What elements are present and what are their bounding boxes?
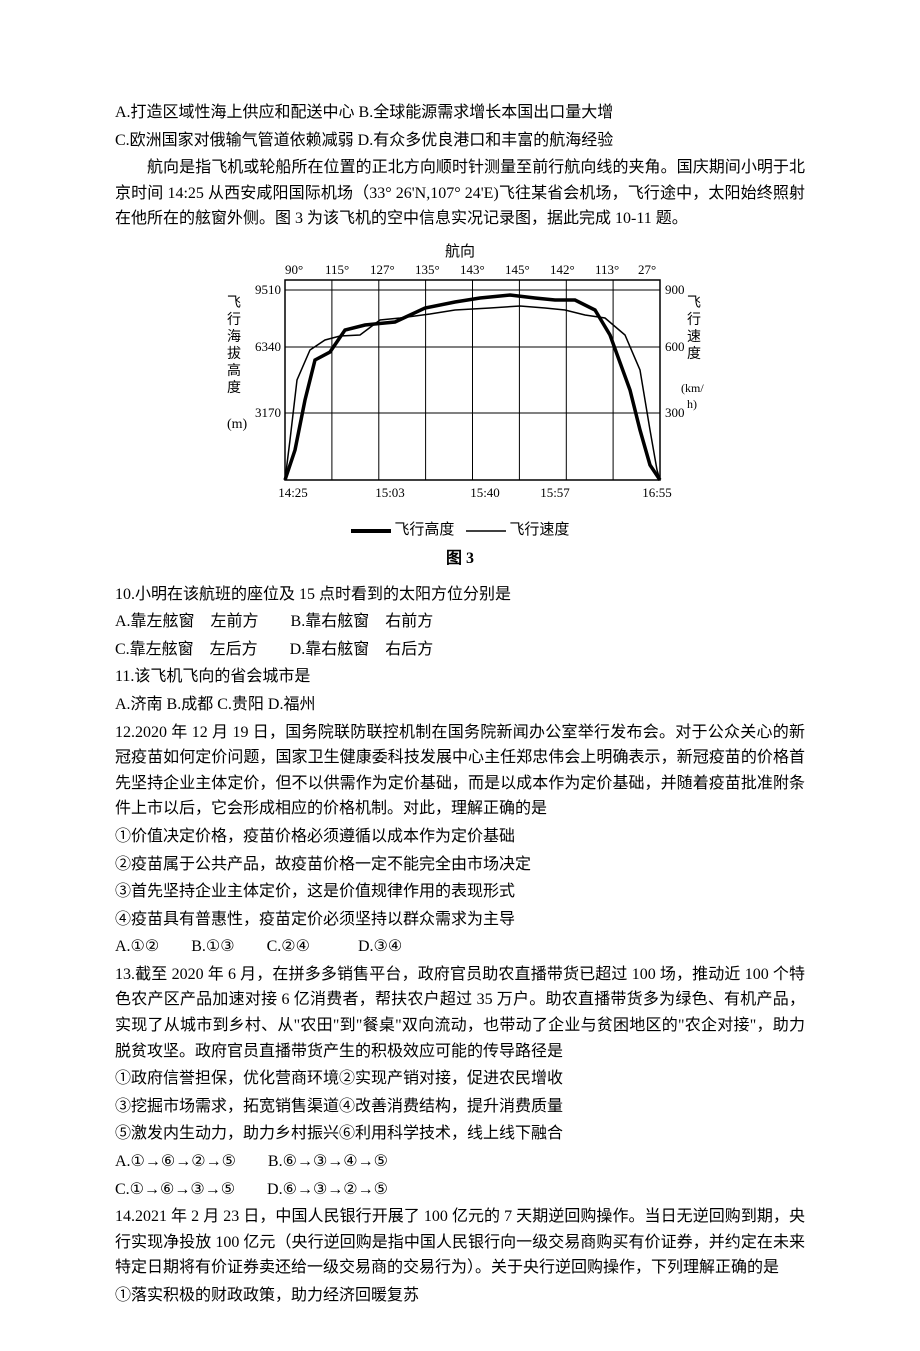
- q14-passage: 14.2021 年 2 月 23 日，中国人民银行开展了 100 亿元的 7 天…: [115, 1204, 805, 1281]
- y-right-tick: 600: [665, 339, 685, 354]
- q12-opt2: ②疫苗属于公共产品，故疫苗价格一定不能完全由市场决定: [115, 852, 805, 878]
- y-left-labels: 9510 6340 3170: [255, 282, 281, 420]
- q14-opt1: ①落实积极的财政政策，助力经济回暖复苏: [115, 1283, 805, 1309]
- q12-opt4: ④疫苗具有普惠性，疫苗定价必须坚持以群众需求为主导: [115, 907, 805, 933]
- heading-label: 113°: [595, 262, 619, 277]
- y-left-title: 飞 行 海 拔 高 度 (m): [227, 296, 248, 432]
- heading-label: 135°: [415, 262, 440, 277]
- q12-opt1: ①价值决定价格，疫苗价格必须遵循以成本作为定价基础: [115, 824, 805, 850]
- svg-text:拔: 拔: [227, 346, 241, 362]
- svg-text:飞: 飞: [227, 296, 241, 311]
- v-grid: [332, 280, 613, 480]
- y-right-tick: 300: [665, 405, 685, 420]
- heading-label: 142°: [550, 262, 575, 277]
- x-tick: 15:40: [470, 485, 500, 500]
- q12-passage: 12.2020 年 12 月 19 日，国务院联防联控机制在国务院新闻办公室举行…: [115, 720, 805, 822]
- y-right-tick: 900: [665, 282, 685, 297]
- svg-text:行: 行: [227, 312, 241, 328]
- q11-stem: 11.该飞机飞向的省会城市是: [115, 664, 805, 690]
- svg-text:海: 海: [227, 329, 241, 345]
- heading-label: 115°: [325, 262, 349, 277]
- q13-opt2: ③挖掘市场需求，拓宽销售渠道④改善消费结构，提升消费质量: [115, 1094, 805, 1120]
- q10-stem: 10.小明在该航班的座位及 15 点时看到的太阳方位分别是: [115, 582, 805, 608]
- x-tick: 15:03: [375, 485, 405, 500]
- legend-speed-label: 飞行速度: [509, 522, 569, 538]
- svg-text:(m): (m): [227, 417, 248, 432]
- flight-chart: 航向 90° 115° 127° 135° 143° 145° 142° 113…: [210, 242, 710, 572]
- heading-label: 145°: [505, 262, 530, 277]
- legend-altitude-label: 飞行高度: [394, 522, 454, 538]
- heading-label: 127°: [370, 262, 395, 277]
- y-left-tick: 6340: [255, 339, 281, 354]
- chart-top-title: 航向: [445, 243, 475, 260]
- y-right-labels: 900 600 300: [665, 282, 685, 420]
- heading-label: 90°: [285, 262, 303, 277]
- q13-opt1: ①政府信誉担保，优化营商环境②实现产销对接，促进农民增收: [115, 1066, 805, 1092]
- chart-caption: 图 3: [210, 546, 710, 572]
- heading-label: 27°: [638, 262, 656, 277]
- svg-text:h): h): [687, 397, 697, 411]
- svg-text:高: 高: [227, 362, 241, 379]
- svg-text:度: 度: [687, 346, 701, 362]
- x-tick: 14:25: [278, 485, 308, 500]
- q12-opt3: ③首先坚持企业主体定价，这是价值规律作用的表现形式: [115, 879, 805, 905]
- q13-passage: 13.截至 2020 年 6 月，在拼多多销售平台，政府官员助农直播带货已超过 …: [115, 962, 805, 1064]
- q10-choices-cd: C.靠左舷窗 左后方 D.靠右舷窗 右后方: [115, 637, 805, 663]
- x-tick: 16:55: [642, 485, 672, 500]
- q13-choices2: C.①→⑥→③→⑤ D.⑥→③→②→⑤: [115, 1177, 805, 1203]
- passage-navigation: 航向是指飞机或轮船所在位置的正北方向顺时针测量至前行航向线的夹角。国庆期间小明于…: [115, 155, 805, 232]
- q13-choices1: A.①→⑥→②→⑤ B.⑥→③→④→⑤: [115, 1149, 805, 1175]
- q12-choices: A.①② B.①③ C.②④ D.③④: [115, 934, 805, 960]
- x-tick: 15:57: [540, 485, 570, 500]
- option-line-a-b: A.打造区域性海上供应和配送中心 B.全球能源需求增长本国出口量大增: [115, 100, 805, 126]
- svg-text:行: 行: [687, 312, 701, 328]
- svg-text:速: 速: [687, 329, 701, 345]
- heading-labels-group: 90° 115° 127° 135° 143° 145° 142° 113° 2…: [285, 262, 656, 277]
- flight-chart-svg: 航向 90° 115° 127° 135° 143° 145° 142° 113…: [215, 242, 705, 512]
- y-left-tick: 9510: [255, 282, 281, 297]
- q11-choices: A.济南 B.成都 C.贵阳 D.福州: [115, 692, 805, 718]
- chart-legend: 飞行高度 飞行速度: [210, 518, 710, 542]
- y-left-tick: 3170: [255, 405, 281, 420]
- svg-text:(km/: (km/: [681, 381, 704, 395]
- svg-text:度: 度: [227, 380, 241, 396]
- svg-text:飞: 飞: [687, 296, 701, 311]
- option-line-c-d: C.欧洲国家对俄输气管道依赖减弱 D.有众多优良港口和丰富的航海经验: [115, 128, 805, 154]
- q13-opt3: ⑤激发内生动力，助力乡村振兴⑥利用科学技术，线上线下融合: [115, 1121, 805, 1147]
- q10-choices-ab: A.靠左舷窗 左前方 B.靠右舷窗 右前方: [115, 609, 805, 635]
- x-labels: 14:25 15:03 15:40 15:57 16:55: [278, 485, 672, 500]
- heading-label: 143°: [460, 262, 485, 277]
